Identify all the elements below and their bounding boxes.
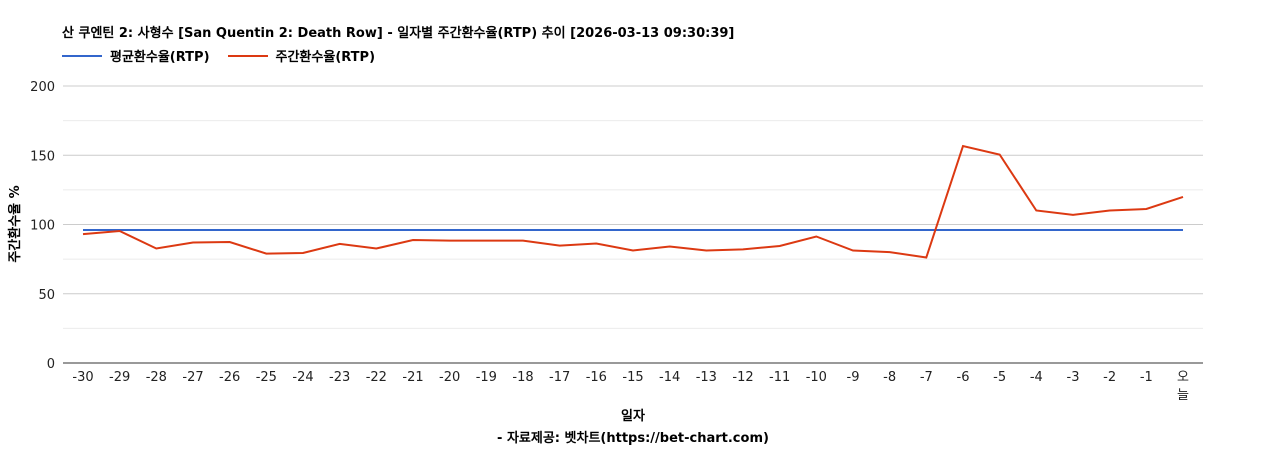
x-tick-label: -29 bbox=[109, 370, 130, 385]
x-tick-label: -18 bbox=[512, 370, 533, 385]
x-tick-label: -16 bbox=[586, 370, 607, 385]
chart-title: 산 쿠엔틴 2: 사형수 [San Quentin 2: Death Row] … bbox=[62, 26, 735, 41]
footer-credit: - 자료제공: 벳차트(https://bet-chart.com) bbox=[497, 430, 769, 446]
series-line-weekly bbox=[82, 144, 1184, 259]
y-tick-label: 200 bbox=[30, 80, 55, 95]
y-tick-label: 150 bbox=[30, 149, 55, 164]
x-tick-label: -1 bbox=[1140, 370, 1153, 385]
x-tick-label: 늘 bbox=[1177, 388, 1189, 403]
y-tick-label: 0 bbox=[47, 357, 55, 372]
y-axis-label: 주간환수율 % bbox=[7, 185, 23, 262]
legend-swatch bbox=[227, 54, 268, 57]
x-tick-label: -11 bbox=[769, 370, 790, 385]
x-tick-label: -13 bbox=[696, 370, 717, 385]
y-tick-label: 100 bbox=[30, 219, 55, 234]
x-tick-label: -19 bbox=[476, 370, 497, 385]
x-tick-label: -30 bbox=[72, 370, 93, 385]
legend-label: 평균환수율(RTP) bbox=[110, 50, 210, 65]
x-tick-label: -12 bbox=[732, 370, 753, 385]
x-tick-label: -27 bbox=[182, 370, 203, 385]
legend-item-weekly[interactable]: 주간환수율(RTP) bbox=[227, 46, 376, 65]
legend-item-average[interactable]: 평균환수율(RTP) bbox=[62, 46, 210, 65]
legend-swatch bbox=[62, 54, 102, 57]
x-tick-label: -23 bbox=[329, 370, 350, 385]
x-tick-label: -28 bbox=[146, 370, 167, 385]
x-tick-label: -15 bbox=[622, 370, 643, 385]
x-tick-label: -4 bbox=[1030, 370, 1043, 385]
x-tick-label: -26 bbox=[219, 370, 240, 385]
x-tick-label: -22 bbox=[366, 370, 387, 385]
x-tick-label: -2 bbox=[1103, 370, 1116, 385]
x-tick-label: -5 bbox=[993, 370, 1006, 385]
x-tick-label: -9 bbox=[847, 370, 860, 385]
x-tick-label: 오 bbox=[1177, 370, 1189, 385]
x-tick-label: -20 bbox=[439, 370, 460, 385]
x-tick-label: -17 bbox=[549, 370, 570, 385]
x-tick-label: -21 bbox=[402, 370, 423, 385]
y-tick-label: 50 bbox=[38, 288, 55, 303]
legend: 평균환수율(RTP) 주간환수율(RTP) bbox=[62, 46, 375, 65]
x-tick-label: -6 bbox=[957, 370, 970, 385]
x-tick-label: -3 bbox=[1067, 370, 1080, 385]
legend-label: 주간환수율(RTP) bbox=[275, 50, 376, 65]
x-tick-label: -14 bbox=[659, 370, 680, 385]
x-axis-label: 일자 bbox=[621, 409, 645, 424]
x-tick-label: -10 bbox=[806, 370, 827, 385]
x-tick-label: -24 bbox=[292, 370, 313, 385]
x-tick-label: -7 bbox=[920, 370, 933, 385]
x-tick-label: -25 bbox=[256, 370, 277, 385]
x-tick-label: -8 bbox=[883, 370, 896, 385]
